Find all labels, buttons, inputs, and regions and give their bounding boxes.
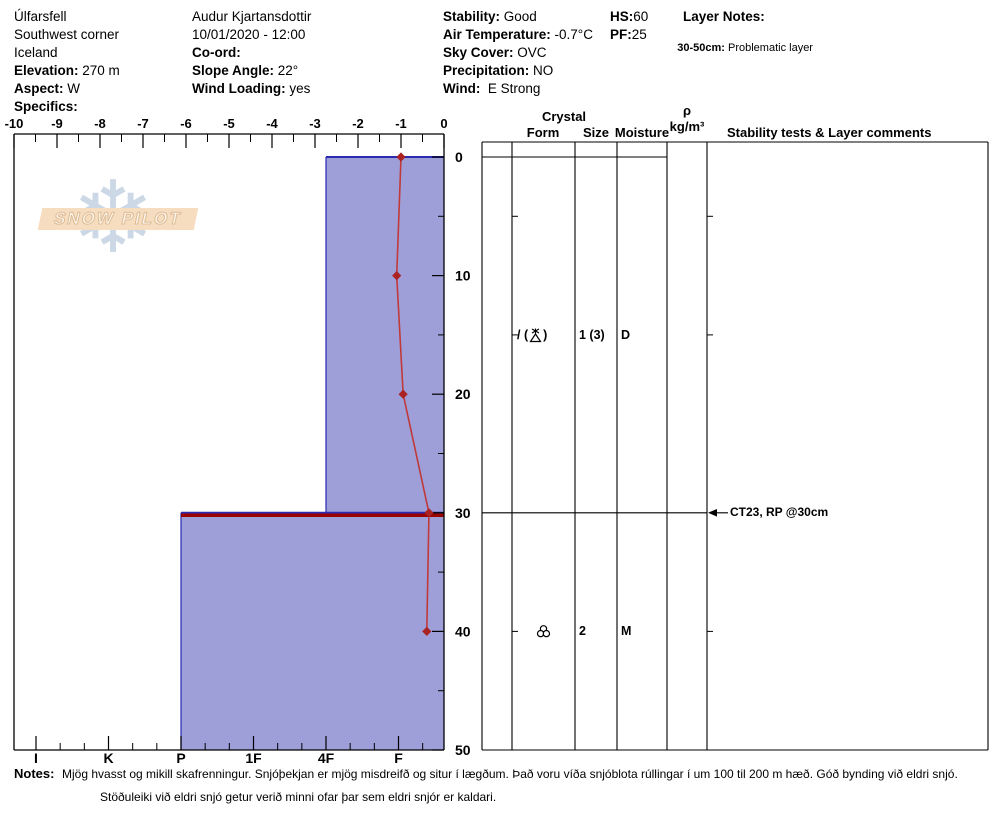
snow-layer-hardness-P — [181, 512, 444, 750]
hardness-axis-label: P — [176, 750, 185, 766]
height-of-snow: HS:60 — [610, 9, 649, 24]
temp-axis-label: -5 — [223, 116, 235, 131]
depth-axis-label: 20 — [455, 386, 471, 402]
hardness-axis-label: K — [103, 750, 113, 766]
weather-info-column: Stability: Good Air Temperature: -0.7°C … — [443, 8, 593, 98]
layer-notes-title: Layer Notes: — [683, 9, 765, 24]
snow-totals-column: HS:60 PF:25 — [610, 8, 648, 44]
air-temperature: Air Temperature: -0.7°C — [443, 27, 593, 42]
layer2-form-cell — [536, 623, 551, 639]
layer-notes-column: Layer Notes: — [683, 8, 765, 26]
sky-cover: Sky Cover: OVC — [443, 45, 547, 60]
depth-axis-label: 0 — [455, 149, 463, 165]
hardness-axis-label: 4F — [318, 750, 335, 766]
temperature-point — [398, 389, 408, 399]
site-aspect: Aspect: W — [14, 81, 81, 96]
column-header-moisture: Moisture — [614, 125, 670, 140]
clustered-melt-forms-crystal-icon — [536, 624, 551, 637]
temp-axis-label: -7 — [137, 116, 149, 131]
site-elevation: Elevation: 270 m — [14, 63, 120, 78]
temp-axis-label: -8 — [94, 116, 106, 131]
layer1-moisture-cell: D — [621, 328, 631, 342]
hardness-axis-label: 1F — [245, 750, 262, 766]
temperature-point — [396, 152, 406, 162]
notes-line2: Stöðuleiki við eldri snjó getur verið mi… — [100, 790, 497, 804]
pit-floor: PF:25 — [610, 27, 647, 42]
temp-axis-label: -9 — [51, 116, 63, 131]
notes-line1: Mjög hvasst og mikill skafrenningur. Snj… — [62, 767, 958, 781]
observer-name: Audur Kjartansdottir — [192, 9, 312, 24]
temp-axis-label: -3 — [309, 116, 321, 131]
column-header-comments: Stability tests & Layer comments — [727, 125, 932, 140]
temp-axis-label: -6 — [180, 116, 192, 131]
hardness-axis-label: F — [394, 750, 403, 766]
coordinates: Co-ord: — [192, 45, 241, 60]
column-header-size: Size — [582, 125, 610, 140]
temp-axis-label: -10 — [5, 116, 24, 131]
site-info-column: Úlfarsfell Southwest corner Iceland Elev… — [14, 8, 120, 116]
temp-axis-label: 0 — [440, 116, 447, 131]
temperature-point — [392, 271, 402, 281]
site-country: Iceland — [14, 45, 58, 60]
observation-info-column: Audur Kjartansdottir 10/01/2020 - 12:00 … — [192, 8, 311, 98]
layer-note-entry: 30-50cm: Problematic layer — [677, 42, 813, 54]
broken-precipitation-crystal-icon — [529, 328, 542, 342]
layer1-size-cell: 1 (3) — [579, 328, 605, 342]
site-area: Southwest corner — [14, 27, 120, 42]
depth-axis-label: 10 — [455, 268, 471, 284]
depth-axis-label: 30 — [455, 505, 471, 521]
column-header-density-unit: kg/m³ — [669, 119, 705, 134]
hardness-axis-label: I — [34, 750, 38, 766]
depth-axis-label: 40 — [455, 623, 471, 639]
snow-layer-hardness-4F — [326, 157, 444, 513]
slope-angle: Slope Angle: 22° — [192, 63, 299, 78]
temp-axis-label: -2 — [352, 116, 364, 131]
annotation-arrow-head — [708, 509, 717, 517]
temp-axis-label: -4 — [266, 116, 278, 131]
wind-loading: Wind Loading: yes — [192, 81, 311, 96]
observation-datetime: 10/01/2020 - 12:00 — [192, 27, 306, 42]
precipitation: Precipitation: NO — [443, 63, 554, 78]
site-name: Úlfarsfell — [14, 9, 67, 24]
temperature-point — [422, 626, 432, 636]
depth-axis-label: 50 — [455, 742, 471, 758]
column-header-form: Form — [526, 125, 560, 140]
snowpilot-logo: ❄ SNOW PILOT — [37, 162, 238, 282]
layer1-form-suffix: ) — [543, 328, 548, 342]
wind: Wind: E Strong — [443, 81, 541, 96]
temperature-point — [424, 508, 434, 518]
layer2-size-cell: 2 — [579, 624, 586, 638]
notes-label: Notes: — [14, 766, 55, 781]
site-specifics: Specifics: — [14, 99, 78, 114]
column-header-density-symbol: ρ — [682, 103, 692, 118]
stability-rating: Stability: Good — [443, 9, 537, 24]
layer2-moisture-cell: M — [621, 624, 632, 638]
temp-axis-label: -1 — [395, 116, 407, 131]
layer1-form-cell: / ( ) — [517, 327, 547, 343]
layer1-form-prefix: / ( — [517, 328, 529, 342]
column-header-crystal: Crystal — [541, 109, 587, 124]
stability-annotation: CT23, RP @30cm — [730, 504, 829, 519]
